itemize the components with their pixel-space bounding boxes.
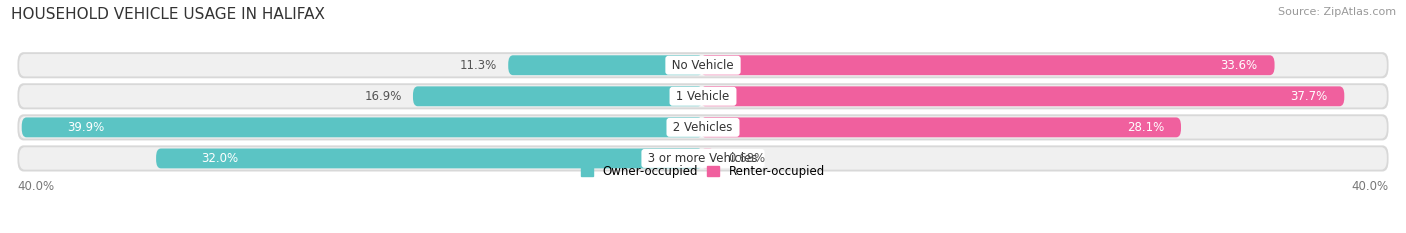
FancyBboxPatch shape <box>17 83 1389 109</box>
FancyBboxPatch shape <box>700 117 1181 137</box>
Legend: Owner-occupied, Renter-occupied: Owner-occupied, Renter-occupied <box>576 160 830 183</box>
FancyBboxPatch shape <box>17 52 1389 78</box>
Text: 40.0%: 40.0% <box>1351 180 1389 192</box>
FancyBboxPatch shape <box>508 55 703 75</box>
Text: 39.9%: 39.9% <box>67 121 104 134</box>
Text: 2 Vehicles: 2 Vehicles <box>669 121 737 134</box>
FancyBboxPatch shape <box>700 86 1344 106</box>
FancyBboxPatch shape <box>17 114 1389 140</box>
FancyBboxPatch shape <box>156 148 703 168</box>
FancyBboxPatch shape <box>20 116 1386 139</box>
FancyBboxPatch shape <box>700 148 714 168</box>
FancyBboxPatch shape <box>413 86 703 106</box>
Text: 32.0%: 32.0% <box>201 152 238 165</box>
Text: 11.3%: 11.3% <box>460 59 498 72</box>
FancyBboxPatch shape <box>700 55 1275 75</box>
Text: No Vehicle: No Vehicle <box>668 59 738 72</box>
Text: 40.0%: 40.0% <box>17 180 55 192</box>
Text: 3 or more Vehicles: 3 or more Vehicles <box>644 152 762 165</box>
FancyBboxPatch shape <box>20 85 1386 107</box>
Text: Source: ZipAtlas.com: Source: ZipAtlas.com <box>1278 7 1396 17</box>
Text: 0.68%: 0.68% <box>728 152 765 165</box>
FancyBboxPatch shape <box>20 54 1386 76</box>
FancyBboxPatch shape <box>20 147 1386 170</box>
Text: 16.9%: 16.9% <box>364 90 402 103</box>
Text: 33.6%: 33.6% <box>1220 59 1257 72</box>
Text: 28.1%: 28.1% <box>1126 121 1164 134</box>
Text: 1 Vehicle: 1 Vehicle <box>672 90 734 103</box>
Text: HOUSEHOLD VEHICLE USAGE IN HALIFAX: HOUSEHOLD VEHICLE USAGE IN HALIFAX <box>11 7 325 22</box>
FancyBboxPatch shape <box>21 117 703 137</box>
FancyBboxPatch shape <box>17 145 1389 171</box>
Text: 37.7%: 37.7% <box>1291 90 1327 103</box>
